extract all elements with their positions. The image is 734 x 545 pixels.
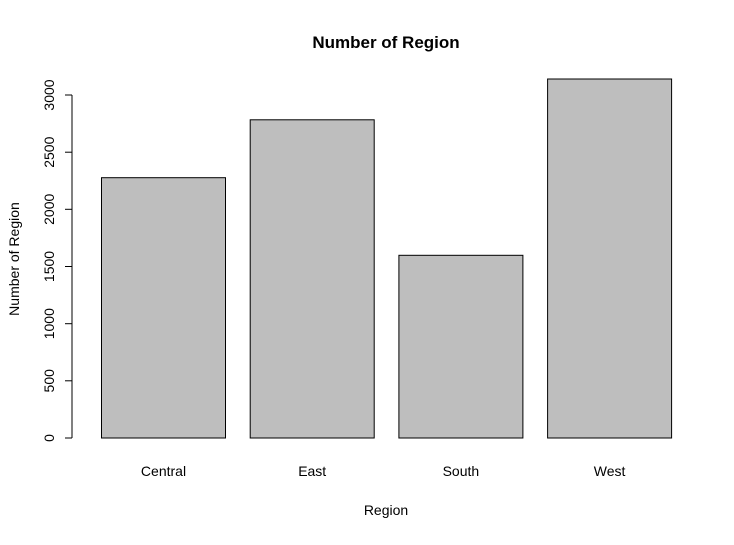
bars-group (101, 78, 673, 439)
bar-central (101, 177, 226, 439)
y-tick-label: 0 (41, 434, 57, 442)
y-tick-label: 1500 (41, 251, 57, 282)
y-axis-label: Number of Region (6, 202, 22, 316)
y-tick-label: 1000 (41, 308, 57, 339)
y-tick-label: 2000 (41, 194, 57, 225)
bar-east (249, 119, 375, 439)
x-tick-labels: Central East South West (141, 463, 626, 479)
y-tick-label: 500 (41, 369, 57, 393)
chart-title: Number of Region (312, 33, 459, 52)
y-axis: 0 500 1000 1500 2000 2500 3000 (41, 79, 73, 442)
y-tick-label: 3000 (41, 79, 57, 110)
x-tick-label-central: Central (141, 463, 186, 479)
x-tick-label-south: South (443, 463, 480, 479)
x-tick-label-west: West (594, 463, 626, 479)
x-axis-label: Region (364, 502, 408, 518)
x-tick-label-east: East (298, 463, 326, 479)
y-tick-label: 2500 (41, 136, 57, 167)
bar-west (547, 78, 673, 439)
bar-south (398, 254, 524, 439)
